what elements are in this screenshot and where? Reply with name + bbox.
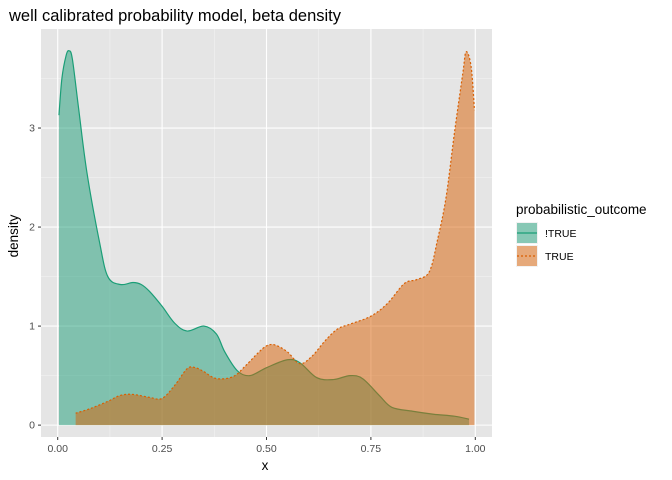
x-tick-label: 0.50: [256, 443, 277, 455]
y-tick-label: 2: [29, 222, 35, 234]
chart-title: well calibrated probability model, beta …: [8, 7, 342, 25]
legend-label: !TRUE: [545, 228, 577, 240]
x-axis-ticks: 0.00 0.25 0.50 0.75 1.00: [47, 437, 486, 455]
series-true-area: [75, 51, 475, 426]
y-tick-label: 0: [29, 420, 35, 432]
y-axis-title: density: [6, 214, 21, 257]
x-tick-label: 1.00: [465, 443, 486, 455]
y-tick-label: 1: [29, 321, 35, 333]
legend-title: probabilistic_outcome: [516, 202, 647, 217]
series-true-line: [75, 51, 476, 414]
density-areas: [58, 50, 476, 426]
legend-label: TRUE: [545, 251, 574, 263]
series-true-area: [58, 50, 470, 426]
x-tick-label: 0.75: [361, 443, 382, 455]
y-axis-ticks: 0 1 2 3: [29, 123, 41, 432]
x-tick-label: 0.00: [47, 443, 68, 455]
legend: probabilistic_outcome !TRUE TRUE: [516, 202, 647, 267]
x-tick-label: 0.25: [152, 443, 173, 455]
y-tick-label: 3: [29, 123, 35, 135]
x-axis-title: x: [262, 458, 269, 473]
